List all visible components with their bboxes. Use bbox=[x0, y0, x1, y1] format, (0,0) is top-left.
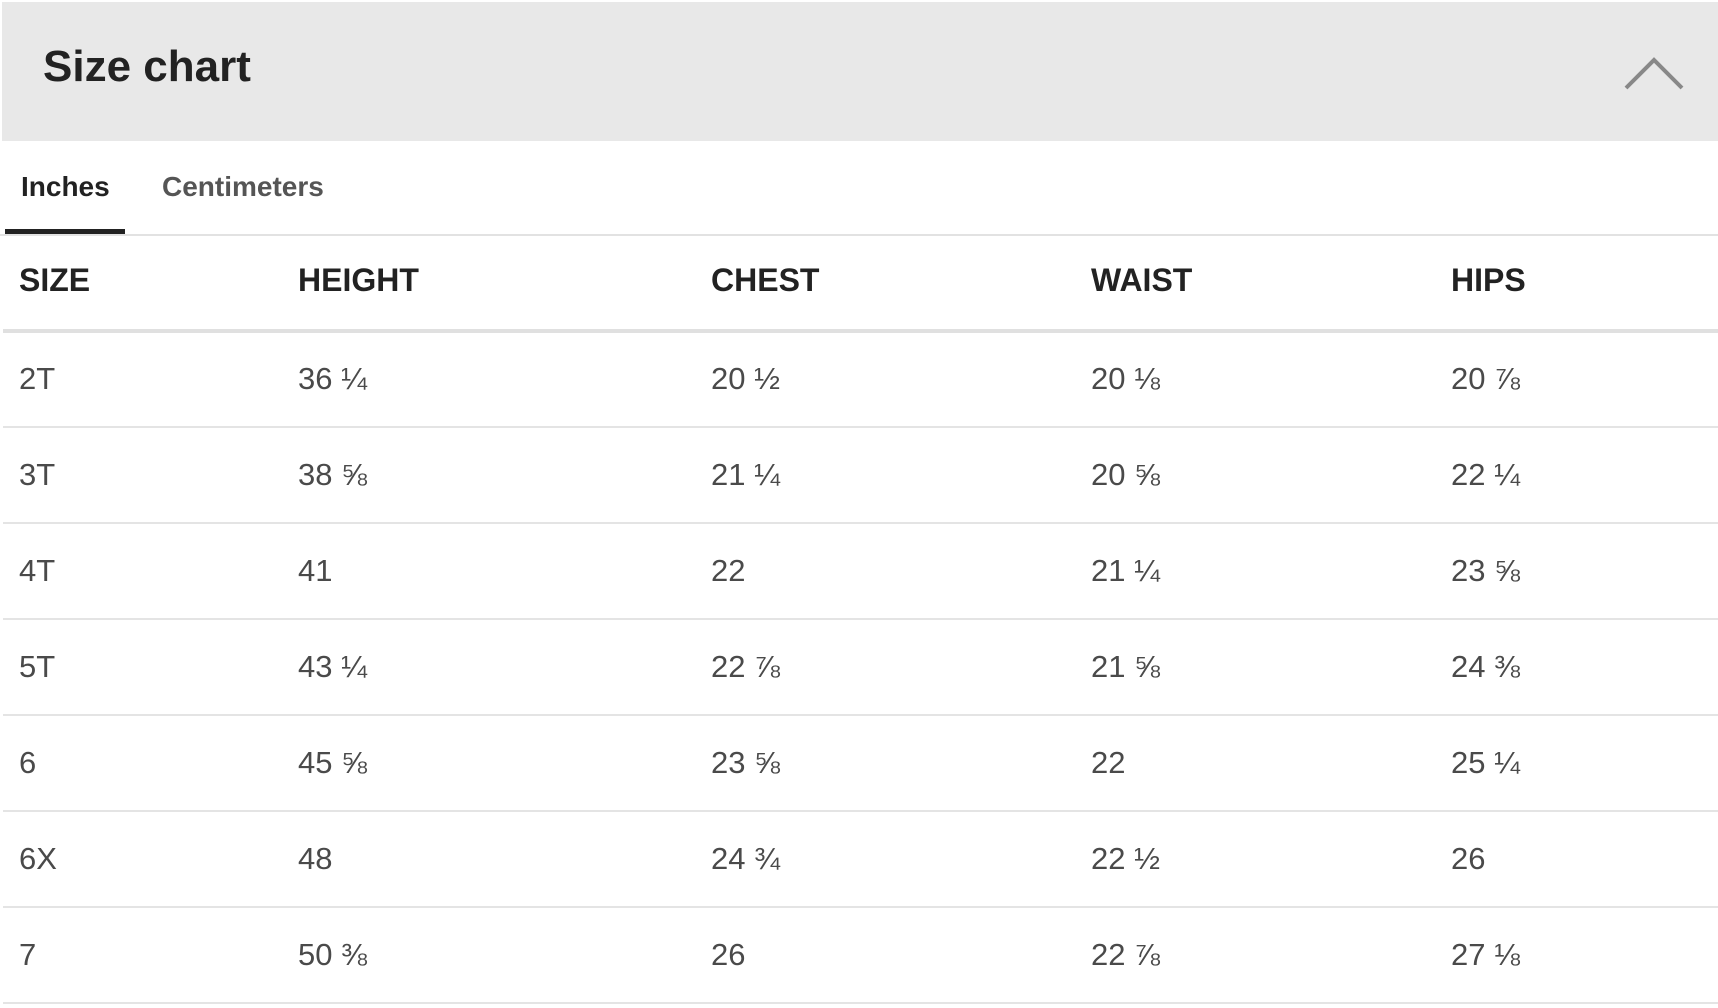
row-divider bbox=[3, 906, 1718, 908]
table-cell: 27 ⅛ bbox=[1451, 937, 1520, 972]
table-cell: 43 ¼ bbox=[298, 649, 367, 684]
table-cell: 20 ½ bbox=[711, 361, 780, 396]
table-cell: 3T bbox=[19, 457, 56, 492]
table-cell: 23 ⅝ bbox=[1451, 553, 1520, 588]
table-cell: 26 bbox=[711, 937, 746, 972]
column-header: WAIST bbox=[1091, 262, 1193, 298]
table-cell: 20 ⅞ bbox=[1451, 361, 1520, 396]
table-cell: 22 bbox=[711, 553, 746, 588]
column-header: HEIGHT bbox=[298, 262, 419, 298]
table-cell: 7 bbox=[19, 937, 37, 972]
table-cell: 4T bbox=[19, 553, 56, 588]
table-cell: 22 ⅞ bbox=[711, 649, 780, 684]
table-cell: 6 bbox=[19, 745, 37, 780]
column-header: SIZE bbox=[19, 262, 91, 298]
row-divider bbox=[3, 522, 1718, 524]
table-cell: 36 ¼ bbox=[298, 361, 367, 396]
column-header: CHEST bbox=[711, 262, 820, 298]
column-header: HIPS bbox=[1451, 262, 1526, 298]
row-divider bbox=[3, 810, 1718, 812]
table-cell: 22 ¼ bbox=[1451, 457, 1520, 492]
row-divider bbox=[3, 618, 1718, 620]
table-cell: 24 ⅜ bbox=[1451, 649, 1520, 684]
row-divider bbox=[3, 714, 1718, 716]
panel-title: Size chart bbox=[43, 42, 251, 91]
header-divider bbox=[3, 329, 1718, 333]
panel-header[interactable] bbox=[2, 2, 1718, 141]
tab[interactable]: Centimeters bbox=[162, 171, 324, 202]
table-cell: 6X bbox=[19, 841, 57, 876]
collapse-chevron[interactable] bbox=[1620, 50, 1690, 95]
tab[interactable]: Inches bbox=[21, 171, 110, 202]
table-cell: 2T bbox=[19, 361, 56, 396]
table-cell: 21 ⅝ bbox=[1091, 649, 1160, 684]
table-cell: 41 bbox=[298, 553, 333, 588]
active-tab-underline bbox=[5, 229, 125, 234]
chevron-icon bbox=[1624, 57, 1684, 90]
table-cell: 50 ⅜ bbox=[298, 937, 367, 972]
row-divider bbox=[3, 426, 1718, 428]
table-cell: 21 ¼ bbox=[711, 457, 780, 492]
table-cell: 20 ⅛ bbox=[1091, 361, 1160, 396]
table-cell: 26 bbox=[1451, 841, 1486, 876]
table-cell: 24 ¾ bbox=[711, 841, 780, 876]
table-cell: 48 bbox=[298, 841, 333, 876]
table-cell: 25 ¼ bbox=[1451, 745, 1520, 780]
table-cell: 22 ½ bbox=[1091, 841, 1160, 876]
table-cell: 22 bbox=[1091, 745, 1126, 780]
table-cell: 22 ⅞ bbox=[1091, 937, 1160, 972]
table-cell: 23 ⅝ bbox=[711, 745, 780, 780]
table-cell: 20 ⅝ bbox=[1091, 457, 1160, 492]
table-cell: 38 ⅝ bbox=[298, 457, 367, 492]
row-divider bbox=[3, 1002, 1718, 1004]
table-cell: 45 ⅝ bbox=[298, 745, 367, 780]
table-cell: 21 ¼ bbox=[1091, 553, 1160, 588]
table-cell: 5T bbox=[19, 649, 56, 684]
tab-divider bbox=[0, 234, 1718, 236]
